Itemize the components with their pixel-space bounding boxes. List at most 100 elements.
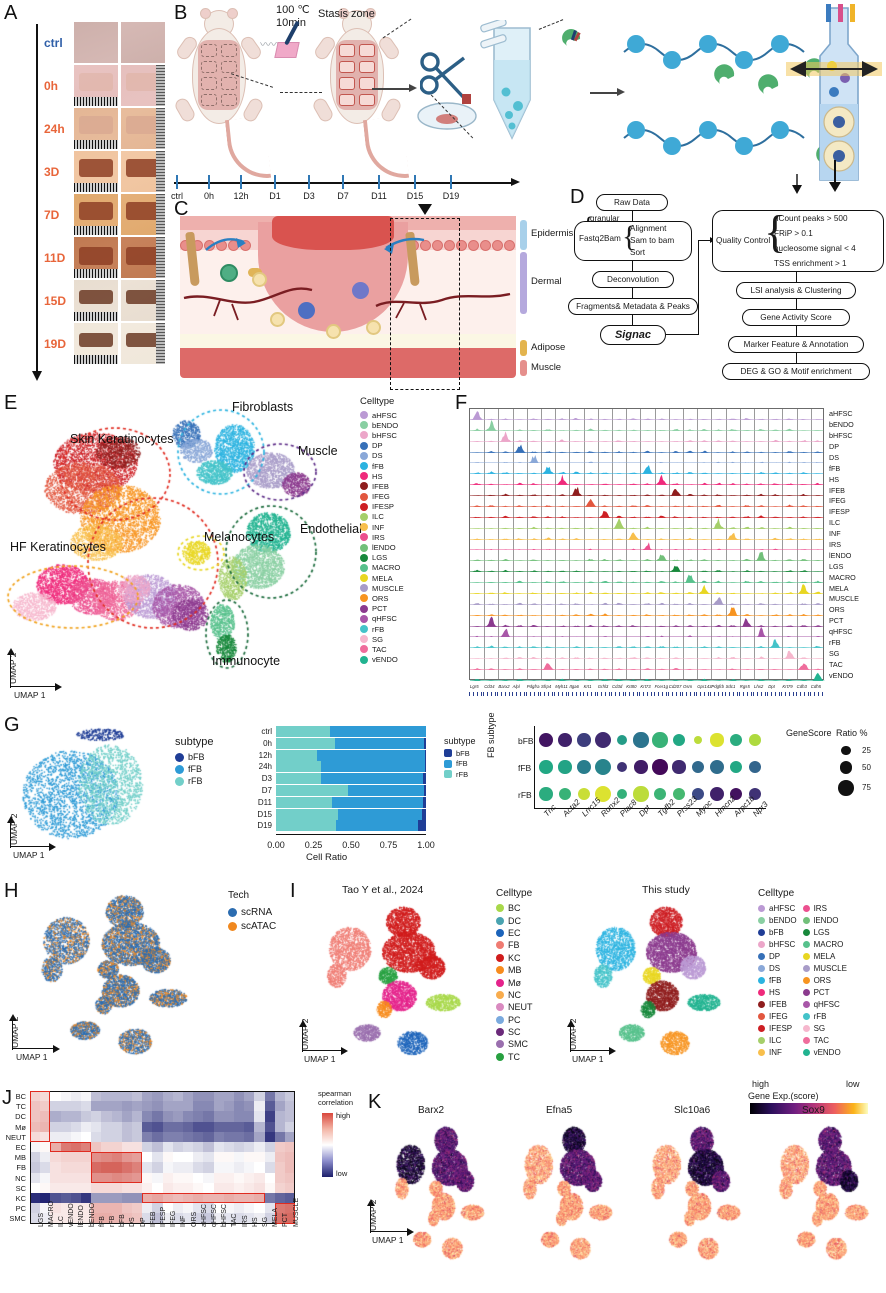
fb-legend-item-bfb[interactable]: bFB (175, 751, 235, 763)
study-legend-item-ifeb[interactable]: IFEB (758, 998, 797, 1010)
study-legend-item-ilc[interactable]: ILC (758, 1034, 797, 1046)
study-legend-item-rfb[interactable]: rFB (802, 1010, 847, 1022)
legend-item-ilc[interactable]: ILC (360, 512, 452, 522)
study-legend-item-hs[interactable]: HS (758, 986, 797, 998)
bar-segment-ffb (321, 773, 424, 785)
ref-legend-item-sc[interactable]: SC (496, 1026, 556, 1038)
node-raw-data[interactable]: Raw Data (596, 194, 668, 211)
heatmap-cell (254, 1091, 265, 1102)
legend-item-bhfsc[interactable]: bHFSC (360, 430, 452, 440)
heatmap-cell (234, 1091, 245, 1102)
node-quality-control-box[interactable] (712, 210, 884, 272)
node-fastq2bam-box[interactable] (574, 221, 692, 261)
node-deconvolution[interactable]: Deconvolution (592, 271, 674, 288)
heatmap-cell (213, 1091, 224, 1102)
legend-item-hs[interactable]: HS (360, 471, 452, 481)
node-lsi[interactable]: LSI analysis & Clustering (736, 282, 856, 299)
study-legend-item-bhfsc[interactable]: bHFSC (758, 938, 797, 950)
ref-legend-item-tc[interactable]: TC (496, 1051, 556, 1063)
node-gene-activity[interactable]: Gene Activity Score (742, 309, 850, 326)
heatmap-cell (234, 1213, 245, 1224)
ref-legend-item-kc[interactable]: KC (496, 952, 556, 964)
heatmap-cell (101, 1152, 112, 1163)
fb-legend-item-ffb[interactable]: fFB (175, 763, 235, 775)
node-marker[interactable]: Marker Feature & Annotation (728, 336, 864, 353)
study-legend-item-ifesp[interactable]: IFESP (758, 1022, 797, 1034)
legend-color-dot (496, 928, 504, 937)
fb-legend-item-ffb[interactable]: fFB (444, 759, 494, 770)
legend-item-ors[interactable]: ORS (360, 593, 452, 603)
legend-item-ahfsc[interactable]: aHFSC (360, 410, 452, 420)
legend-item-macro[interactable]: MACRO (360, 563, 452, 573)
study-legend-item-lendo[interactable]: lENDO (802, 914, 847, 926)
legend-item-lendo[interactable]: lENDO (360, 542, 452, 552)
study-legend-item-ors[interactable]: ORS (802, 974, 847, 986)
ref-legend-item-bc[interactable]: BC (496, 902, 556, 914)
ref-legend-item-smc[interactable]: SMC (496, 1038, 556, 1050)
tech-legend-item-scatac[interactable]: scATAC (228, 919, 276, 933)
ref-legend-item-ec[interactable]: EC (496, 927, 556, 939)
legend-item-tac[interactable]: TAC (360, 644, 452, 654)
study-legend-item-ifeg[interactable]: IFEG (758, 1010, 797, 1022)
study-legend-item-mela[interactable]: MELA (802, 950, 847, 962)
legend-item-bendo[interactable]: bENDO (360, 420, 452, 430)
ref-legend-item-nc[interactable]: NC (496, 989, 556, 1001)
ref-legend-item-mb[interactable]: MB (496, 964, 556, 976)
feature-plot-title: Slc10a6 (674, 1105, 711, 1116)
study-legend-item-dp[interactable]: DP (758, 950, 797, 962)
study-legend-item-ds[interactable]: DS (758, 962, 797, 974)
legend-item-lgs[interactable]: LGS (360, 553, 452, 563)
legend-item-ifeb[interactable]: IFEB (360, 481, 452, 491)
heatmap-cell (254, 1203, 265, 1214)
fb-legend-item-bfb[interactable]: bFB (444, 748, 494, 759)
legend-item-ifesp[interactable]: IFESP (360, 502, 452, 512)
study-legend-item-vendo[interactable]: vENDO (802, 1046, 847, 1058)
study-legend-item-pct[interactable]: PCT (802, 986, 847, 998)
study-legend-item-sg[interactable]: SG (802, 1022, 847, 1034)
study-legend-item-tac[interactable]: TAC (802, 1034, 847, 1046)
study-legend-item-muscle[interactable]: MUSCLE (802, 962, 847, 974)
study-legend-item-ahfsc[interactable]: aHFSC (758, 902, 797, 914)
legend-item-muscle[interactable]: MUSCLE (360, 583, 452, 593)
study-legend-item-lgs[interactable]: LGS (802, 926, 847, 938)
wound-photo (74, 237, 118, 278)
legend-item-vendo[interactable]: vENDO (360, 655, 452, 665)
legend-color-dot (496, 990, 504, 999)
legend-item-inf[interactable]: INF (360, 522, 452, 532)
study-legend-item-bfb[interactable]: bFB (758, 926, 797, 938)
legend-item-ds[interactable]: DS (360, 451, 452, 461)
timeline-tick (450, 175, 452, 189)
timeline-tick (378, 175, 380, 189)
fb-legend-item-rfb[interactable]: rFB (175, 775, 235, 787)
legend-color-dot (496, 966, 504, 975)
ref-legend-item-neut[interactable]: NEUT (496, 1001, 556, 1013)
fb-legend-item-rfb[interactable]: rFB (444, 769, 494, 780)
legend-item-qhfsc[interactable]: qHFSC (360, 614, 452, 624)
tech-legend-item-scrna[interactable]: scRNA (228, 905, 276, 919)
study-legend-item-bendo[interactable]: bENDO (758, 914, 797, 926)
ref-legend-item-pc[interactable]: PC (496, 1014, 556, 1026)
heatmap-cell (60, 1111, 71, 1122)
study-legend-item-irs[interactable]: IRS (802, 902, 847, 914)
legend-item-ifeg[interactable]: IFEG (360, 492, 452, 502)
legend-item-ffb[interactable]: fFB (360, 461, 452, 471)
legend-item-pct[interactable]: PCT (360, 604, 452, 614)
node-signac[interactable]: Signac (600, 325, 666, 345)
ref-legend-item-dc[interactable]: DC (496, 914, 556, 926)
study-legend-item-inf[interactable]: INF (758, 1046, 797, 1058)
ref-legend-item-fb[interactable]: FB (496, 939, 556, 951)
legend-item-irs[interactable]: IRS (360, 532, 452, 542)
track-label-inf: INF (829, 529, 841, 539)
legend-item-sg[interactable]: SG (360, 634, 452, 644)
study-legend-item-ffb[interactable]: fFB (758, 974, 797, 986)
legend-column: aHFSC bENDO bFB bHFSC DP DS fFB HS IFEB IFEG IFESP… (758, 902, 797, 1058)
node-deg[interactable]: DEG & GO & Motif enrichment (722, 363, 870, 380)
legend-item-dp[interactable]: DP (360, 441, 452, 451)
node-fragments[interactable]: Fragments& Metadata & Peaks (568, 298, 698, 315)
ref-legend-item-mø[interactable]: Mø (496, 976, 556, 988)
study-legend-item-qhfsc[interactable]: qHFSC (802, 998, 847, 1010)
legend-item-mela[interactable]: MELA (360, 573, 452, 583)
study-legend-item-macro[interactable]: MACRO (802, 938, 847, 950)
legend-item-rfb[interactable]: rFB (360, 624, 452, 634)
legend-label: DP (372, 441, 383, 451)
